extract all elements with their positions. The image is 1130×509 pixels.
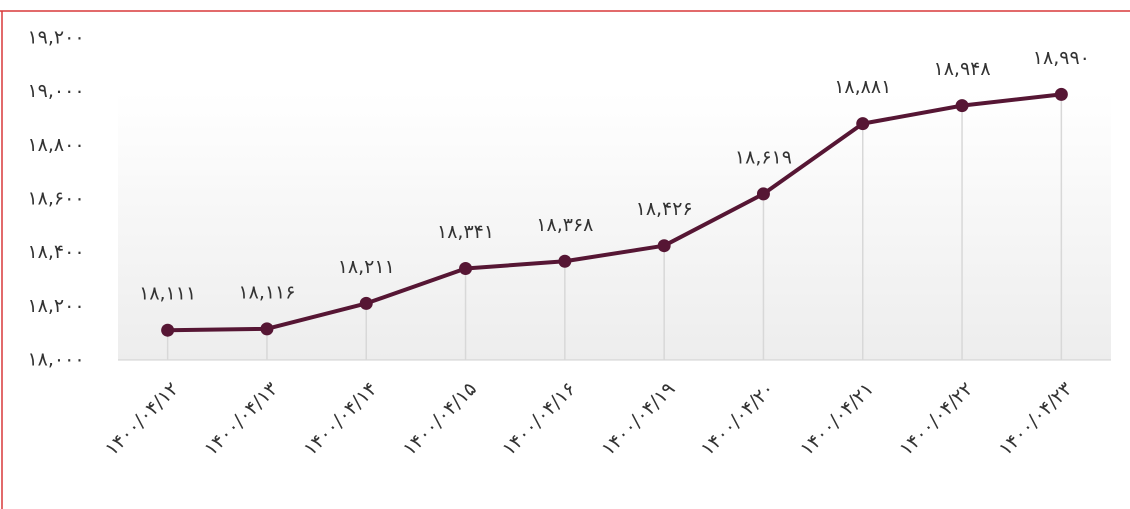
- data-label: ۱۸,۸۸۱: [834, 76, 891, 98]
- data-point: [459, 261, 473, 275]
- data-point: [955, 99, 969, 113]
- data-point: [161, 323, 175, 337]
- x-tick-label: ۱۴۰۰/۰۴/۲۲: [895, 378, 977, 460]
- data-point: [260, 322, 274, 336]
- y-tick-label: ۱۸,۰۰۰: [27, 349, 84, 371]
- data-label: ۱۸,۲۱۱: [338, 256, 395, 278]
- data-label: ۱۸,۳۶۸: [536, 214, 593, 236]
- data-point: [558, 254, 572, 268]
- y-tick-label: ۱۸,۴۰۰: [27, 241, 84, 263]
- data-point: [1054, 87, 1068, 101]
- y-tick-label: ۱۹,۰۰۰: [27, 80, 84, 102]
- series-line: [167, 92, 1062, 333]
- data-point: [856, 117, 870, 131]
- data-label: ۱۸,۶۱۹: [735, 146, 792, 168]
- data-point: [359, 296, 373, 310]
- plot-background: [118, 92, 1111, 360]
- x-tick-label: ۱۴۰۰/۰۴/۲۱: [796, 378, 878, 460]
- x-tick-label: ۱۴۰۰/۰۴/۲۰: [697, 378, 779, 460]
- x-tick-label: ۱۴۰۰/۰۴/۱۵: [399, 378, 481, 460]
- x-tick-label: ۱۴۰۰/۰۴/۱۲: [101, 378, 183, 460]
- data-point: [756, 187, 770, 201]
- y-tick-label: ۱۸,۸۰۰: [27, 134, 84, 156]
- data-label: ۱۸,۱۱۶: [238, 281, 295, 303]
- y-tick-label: ۱۸,۲۰۰: [27, 295, 84, 317]
- x-tick-label: ۱۴۰۰/۰۴/۱۳: [200, 378, 282, 460]
- data-label: ۱۸,۳۴۱: [437, 221, 494, 243]
- data-label: ۱۸,۱۱۱: [139, 283, 196, 305]
- x-tick-label: ۱۴۰۰/۰۴/۱۹: [597, 378, 679, 460]
- data-label: ۱۸,۹۴۸: [934, 58, 991, 80]
- y-tick-label: ۱۹,۲۰۰: [27, 27, 84, 49]
- x-tick-label: ۱۴۰۰/۰۴/۱۶: [498, 378, 580, 460]
- x-tick-label: ۱۴۰۰/۰۴/۱۴: [299, 378, 381, 460]
- data-point: [657, 239, 671, 253]
- y-tick-label: ۱۸,۶۰۰: [27, 188, 84, 210]
- data-label: ۱۸,۹۹۰: [1033, 47, 1090, 69]
- x-tick-label: ۱۴۰۰/۰۴/۲۳: [994, 378, 1076, 460]
- data-label: ۱۸,۴۲۶: [636, 198, 693, 220]
